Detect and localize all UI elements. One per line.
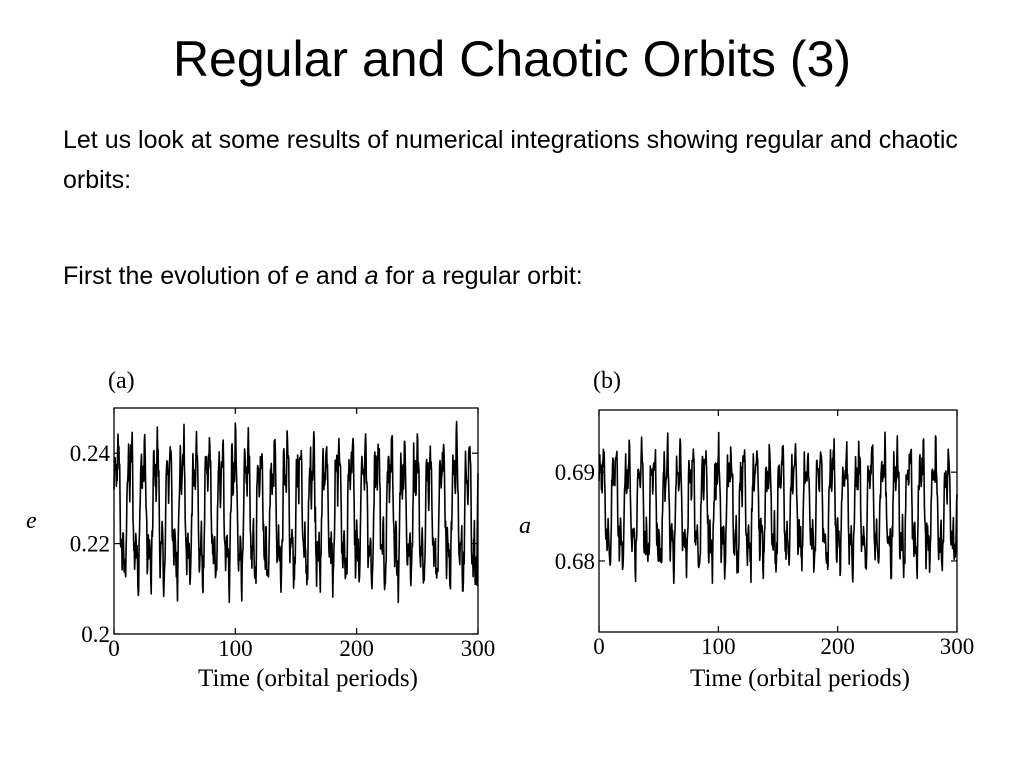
x-tick-label: 300 <box>940 634 975 659</box>
series-line-e <box>113 420 479 604</box>
x-axis-label-b: Time (orbital periods) <box>690 665 910 692</box>
x-tick-label: 200 <box>820 634 855 659</box>
panel-label-b: (b) <box>593 368 621 394</box>
evolution-text-end: for a regular orbit: <box>378 262 583 290</box>
x-tick-label: 300 <box>461 636 496 661</box>
y-tick-label: 0.68 <box>555 549 595 574</box>
x-tick-label: 0 <box>593 634 605 659</box>
x-tick-label: 0 <box>108 636 120 661</box>
y-tick-label: 0.69 <box>555 460 595 485</box>
evolution-text-start: First the evolution of <box>63 262 296 290</box>
series-line-a <box>598 431 958 584</box>
y-tick-label: 0.22 <box>70 532 110 557</box>
x-tick-label: 200 <box>339 636 374 661</box>
x-ticks-b: 0 100 200 300 <box>593 410 974 659</box>
evolution-text-middle: and <box>308 262 365 290</box>
slide-title: Regular and Chaotic Orbits (3) <box>172 31 852 87</box>
y-axis-label-a: e <box>26 508 37 534</box>
x-tick-label: 100 <box>218 636 253 661</box>
x-ticks-a: 0 100 200 300 <box>108 408 495 661</box>
y-tick-label: 0.2 <box>81 622 110 647</box>
panel-label-a: (a) <box>108 368 135 394</box>
x-tick-label: 100 <box>701 634 736 659</box>
variable-a: a <box>364 262 379 290</box>
intro-paragraph: Let us look at some results of numerical… <box>63 126 958 194</box>
evolution-paragraph: First the evolution of e and a for a reg… <box>63 256 583 296</box>
y-ticks-a: 0.2 0.22 0.24 <box>70 441 478 647</box>
y-ticks-b: 0.68 0.69 <box>555 460 957 574</box>
y-tick-label: 0.24 <box>70 441 111 466</box>
x-axis-label-a: Time (orbital periods) <box>198 665 418 692</box>
y-axis-label-b: a <box>519 513 531 539</box>
variable-e: e <box>295 262 309 290</box>
